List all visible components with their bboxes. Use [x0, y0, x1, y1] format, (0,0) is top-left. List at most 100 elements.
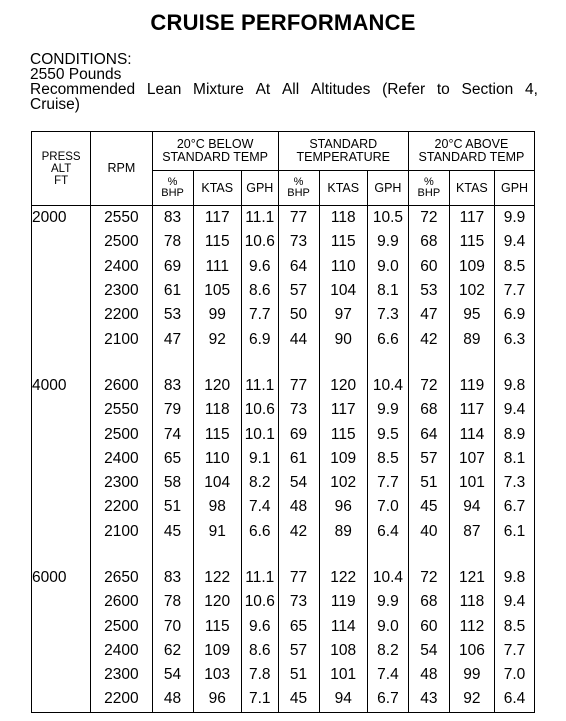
- press-alt-header-line1: PRESS: [41, 150, 81, 163]
- mixture-word: Recommended: [30, 81, 136, 98]
- rpm-cell: 2100: [90, 519, 153, 544]
- press-alt-header: PRESS ALT FT: [30, 131, 92, 206]
- value-cell: 7.7: [366, 470, 409, 496]
- value-cell: 65: [151, 446, 194, 471]
- value-cell: 115: [318, 422, 368, 447]
- ktas-header: KTAS: [448, 170, 496, 206]
- press-alt-cell: [30, 303, 92, 328]
- value-cell: 121: [448, 565, 496, 591]
- value-cell: 10.6: [240, 590, 279, 615]
- spacer-cell: [30, 543, 92, 566]
- value-cell: 118: [318, 205, 368, 231]
- rpm-cell: 2550: [90, 398, 153, 423]
- group-below-line1: 20°C BELOW: [176, 137, 254, 151]
- value-cell: 11.1: [240, 205, 279, 231]
- value-cell: 7.4: [240, 495, 279, 520]
- value-cell: 44: [277, 327, 320, 352]
- conditions-label: CONDITIONS:: [30, 51, 132, 68]
- press-alt-cell: [30, 687, 92, 713]
- mixture-word: Altitudes: [310, 81, 371, 98]
- mixture-word: Lean: [146, 81, 182, 98]
- value-cell: 115: [192, 422, 242, 447]
- value-cell: 119: [448, 373, 496, 399]
- pct-bhp-header-top: %: [293, 176, 304, 188]
- value-cell: 109: [318, 446, 368, 471]
- ktas-header: KTAS: [318, 170, 368, 206]
- value-cell: 6.4: [366, 519, 409, 544]
- press-alt-cell: [30, 495, 92, 520]
- value-cell: 60: [407, 614, 450, 639]
- press-alt-cell: [30, 663, 92, 688]
- value-cell: 9.1: [240, 446, 279, 471]
- value-cell: 7.1: [240, 687, 279, 713]
- value-cell: 8.2: [366, 638, 409, 664]
- group-above-line2: STANDARD TEMP: [418, 150, 525, 164]
- value-cell: 51: [277, 663, 320, 688]
- value-cell: 98: [192, 495, 242, 520]
- value-cell: 64: [277, 254, 320, 279]
- rpm-cell: 2400: [90, 446, 153, 471]
- pct-bhp-header-top: %: [167, 176, 178, 188]
- value-cell: 115: [448, 230, 496, 255]
- rpm-cell: 2600: [90, 590, 153, 615]
- value-cell: 115: [318, 230, 368, 255]
- value-cell: 47: [407, 303, 450, 328]
- spacer-cell: [277, 351, 320, 374]
- value-cell: 74: [151, 422, 194, 447]
- value-cell: 114: [318, 614, 368, 639]
- table-row: 2600 78 120 10.6 73 119 9.9 68 118 9.4: [30, 590, 535, 615]
- value-cell: 9.4: [494, 590, 535, 615]
- value-cell: 6.6: [366, 327, 409, 352]
- value-cell: 57: [407, 446, 450, 471]
- pct-bhp-header-bottom: BHP: [287, 187, 310, 199]
- value-cell: 99: [192, 303, 242, 328]
- pct-bhp-header-top: %: [423, 176, 434, 188]
- value-cell: 9.9: [366, 230, 409, 255]
- value-cell: 6.7: [494, 495, 535, 520]
- group-below-line2: STANDARD TEMP: [162, 150, 268, 164]
- value-cell: 111: [192, 254, 242, 279]
- value-cell: 8.6: [240, 278, 279, 304]
- rpm-cell: 2200: [90, 303, 153, 328]
- spacer-cell: [240, 351, 279, 374]
- rpm-cell: 2500: [90, 614, 153, 639]
- value-cell: 114: [448, 422, 496, 447]
- value-cell: 10.4: [366, 565, 409, 591]
- value-cell: 47: [151, 327, 194, 352]
- press-alt-cell: 6000: [30, 565, 92, 591]
- value-cell: 83: [151, 565, 194, 591]
- value-cell: 9.8: [494, 565, 535, 591]
- group-standard-line1: STANDARD: [309, 137, 378, 151]
- value-cell: 72: [407, 565, 450, 591]
- spacer-cell: [448, 543, 496, 566]
- value-cell: 64: [407, 422, 450, 447]
- conditions-mixture-line2: Cruise): [30, 96, 80, 113]
- rpm-cell: 2500: [90, 422, 153, 447]
- value-cell: 57: [277, 278, 320, 304]
- value-cell: 104: [192, 470, 242, 496]
- mixture-word: At: [255, 81, 271, 98]
- value-cell: 118: [448, 590, 496, 615]
- value-cell: 77: [277, 373, 320, 399]
- mixture-word: 4,: [524, 81, 538, 98]
- conditions-weight: 2550 Pounds: [30, 66, 122, 83]
- value-cell: 62: [151, 638, 194, 664]
- press-alt-cell: [30, 278, 92, 304]
- table-row: 2200 53 99 7.7 50 97 7.3 47 95 6.9: [30, 303, 535, 328]
- value-cell: 102: [448, 278, 496, 304]
- value-cell: 10.5: [366, 205, 409, 231]
- value-cell: 6.9: [494, 303, 535, 328]
- press-alt-header-line3: FT: [54, 174, 69, 187]
- value-cell: 7.3: [494, 470, 535, 496]
- value-cell: 9.6: [240, 254, 279, 279]
- value-cell: 108: [318, 638, 368, 664]
- value-cell: 118: [192, 398, 242, 423]
- spacer-cell: [494, 351, 535, 374]
- rpm-cell: 2600: [90, 373, 153, 399]
- value-cell: 48: [407, 663, 450, 688]
- value-cell: 9.5: [366, 422, 409, 447]
- press-alt-cell: [30, 398, 92, 423]
- rpm-cell: 2550: [90, 205, 153, 231]
- press-alt-cell: [30, 614, 92, 639]
- spacer-cell: [407, 351, 450, 374]
